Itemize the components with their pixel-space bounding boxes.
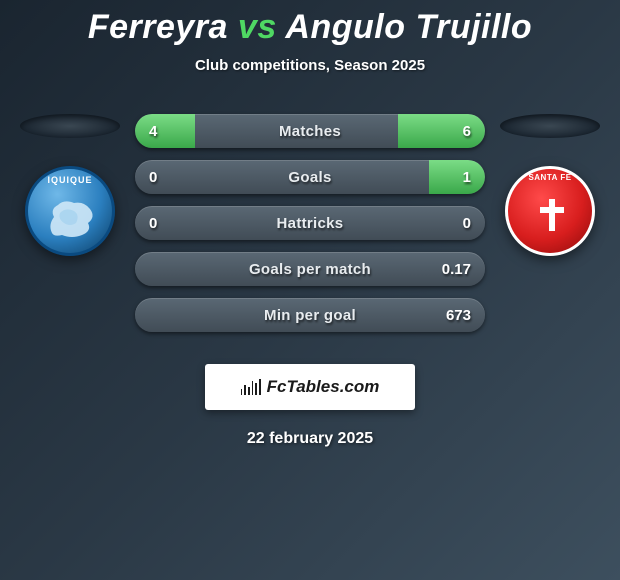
chart-icon-bar [259,379,261,395]
footer-logo[interactable]: FcTables.com [205,364,415,410]
right-badge-column [495,114,605,256]
left-badge-column [15,114,125,256]
page-title: Ferreyra vs Angulo Trujillo [0,8,620,47]
cross-icon [538,197,566,233]
stat-label: Goals per match [135,252,485,286]
stat-row: Goals per match0.17 [135,252,485,286]
main-content: 4Matches60Goals10Hattricks0Goals per mat… [0,114,620,344]
chart-icon-bar [248,387,250,395]
stat-value-right: 6 [463,114,471,148]
chart-icon-bar [244,385,246,395]
stat-value-right: 0.17 [442,252,471,286]
stat-row: Min per goal673 [135,298,485,332]
stat-row: 0Hattricks0 [135,206,485,240]
team-badge-left [25,166,115,256]
chart-icon-bar [241,389,243,395]
shadow-ellipse-left [20,114,120,138]
comparison-date: 22 february 2025 [0,430,620,448]
stat-row: 4Matches6 [135,114,485,148]
player2-name: Angulo Trujillo [285,8,532,46]
dragon-icon [44,195,100,241]
stat-label: Hattricks [135,206,485,240]
logo-text: FcTables.com [267,377,380,397]
shadow-ellipse-right [500,114,600,138]
stat-row: 0Goals1 [135,160,485,194]
vs-label: vs [238,8,277,46]
player1-name: Ferreyra [88,8,228,46]
stat-value-right: 1 [463,160,471,194]
chart-icon-bar [255,383,257,395]
stat-value-right: 673 [446,298,471,332]
stats-panel: 4Matches60Goals10Hattricks0Goals per mat… [135,114,485,344]
comparison-card: Ferreyra vs Angulo Trujillo Club competi… [0,0,620,448]
team-badge-right [505,166,595,256]
chart-icon-bar [252,381,254,395]
stat-label: Goals [135,160,485,194]
chart-icon [241,379,261,395]
subtitle: Club competitions, Season 2025 [0,57,620,74]
stat-value-right: 0 [463,206,471,240]
stat-label: Matches [135,114,485,148]
stat-label: Min per goal [135,298,485,332]
